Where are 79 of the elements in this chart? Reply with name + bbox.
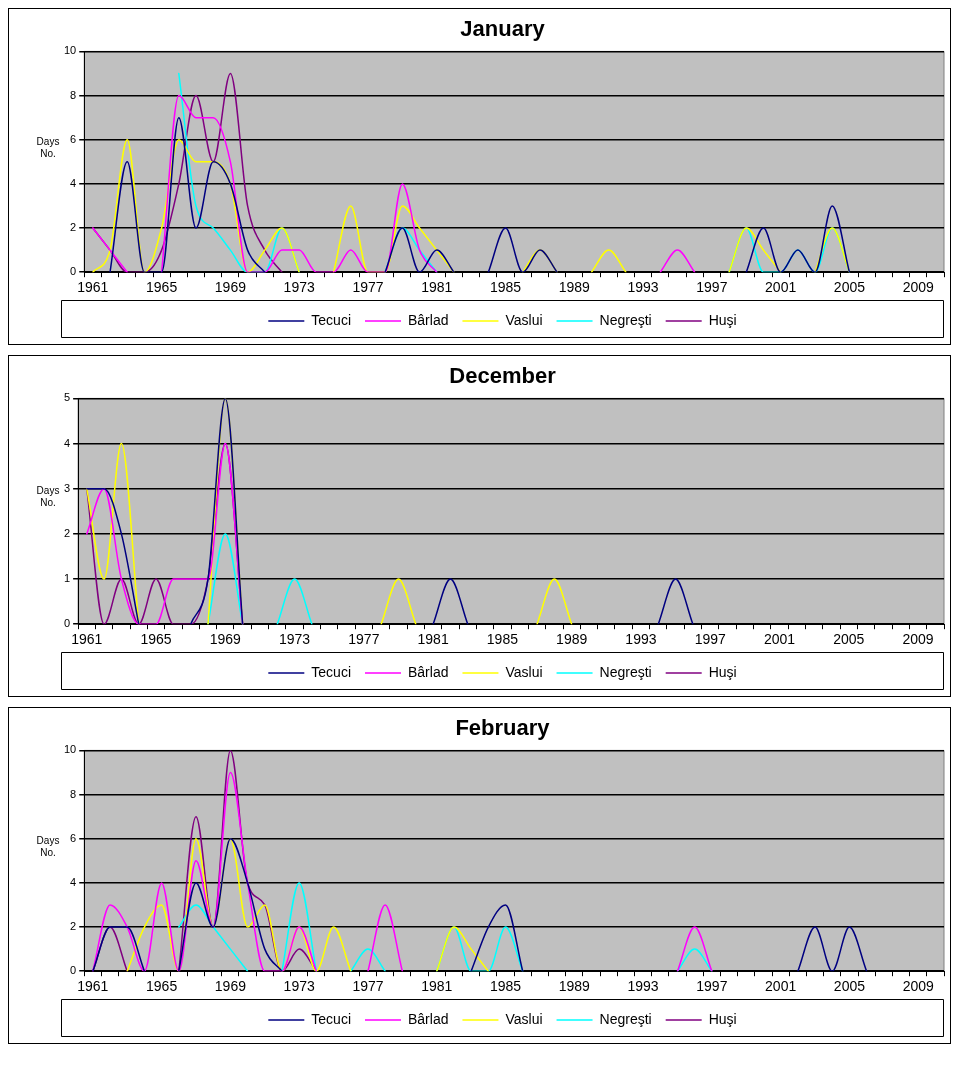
x-tick-label: 2009 [902, 631, 934, 648]
x-tick-label: 1965 [140, 631, 172, 648]
x-tick-label: 2005 [833, 279, 866, 296]
x-tick-label: 1965 [146, 279, 178, 296]
x-tick-label: 1977 [352, 279, 384, 296]
x-tick-label: 1977 [352, 978, 384, 995]
legend-label: Negreşti [599, 663, 652, 680]
x-tick-label: 1969 [214, 279, 247, 296]
legend-label: Bârlad [407, 311, 449, 328]
y-axis-title: Days No. [35, 835, 61, 859]
x-tick-label: 1997 [696, 279, 728, 296]
legend-label: Negreşti [599, 311, 652, 328]
y-tick-label: 10 [63, 743, 77, 756]
x-tick-label: 2001 [765, 279, 797, 296]
x-tick-label: 1997 [696, 978, 728, 995]
x-tick-label: 1973 [279, 631, 311, 648]
y-tick-label: 4 [70, 875, 77, 888]
x-tick-label: 1993 [627, 279, 659, 296]
y-tick-label: 0 [70, 265, 77, 278]
legend-label: Vaslui [505, 1010, 543, 1027]
legend-label: Vaslui [505, 663, 543, 680]
y-tick-label: 2 [70, 920, 77, 933]
legend-label: Huşi [708, 663, 737, 680]
y-tick-label: 2 [70, 221, 77, 234]
x-tick-label: 1961 [71, 631, 103, 648]
x-tick-label: 2009 [902, 978, 934, 995]
chart-title: January [460, 16, 546, 42]
legend-label: Tecuci [311, 663, 351, 680]
x-tick-label: 1961 [77, 279, 109, 296]
x-tick-label: 1989 [556, 631, 588, 648]
legend-label: Huşi [708, 1010, 737, 1027]
legend-label: Vaslui [505, 311, 543, 328]
x-tick-label: 1977 [348, 631, 380, 648]
x-tick-label: 1985 [489, 279, 522, 296]
y-tick-label: 2 [63, 526, 71, 539]
y-tick-label: 6 [70, 831, 77, 844]
x-tick-label: 1985 [489, 978, 522, 995]
y-axis-title: Days No. [35, 485, 61, 509]
x-tick-label: 1973 [283, 279, 315, 296]
legend-label: Negreşti [599, 1010, 652, 1027]
line-series [86, 442, 244, 625]
chart-title: December [449, 363, 557, 389]
x-tick-label: 1969 [214, 978, 247, 995]
x-tick-label: 1961 [77, 978, 109, 995]
x-tick-label: 1965 [146, 978, 178, 995]
y-tick-label: 3 [63, 481, 71, 494]
x-tick-label: 2001 [763, 631, 796, 648]
legend-label: Bârlad [407, 1010, 449, 1027]
y-tick-label: 4 [70, 176, 77, 189]
legend-label: Tecuci [311, 311, 351, 328]
x-tick-label: 2009 [902, 279, 934, 296]
x-tick-label: 2005 [833, 631, 865, 648]
x-tick-label: 1981 [421, 279, 453, 296]
chart-title: February [455, 715, 551, 741]
y-tick-label: 8 [70, 88, 77, 101]
x-tick-label: 2001 [765, 978, 797, 995]
x-tick-label: 1993 [625, 631, 657, 648]
x-tick-label: 1985 [486, 631, 519, 648]
y-tick-label: 4 [63, 436, 71, 449]
y-tick-label: 0 [63, 617, 71, 630]
x-tick-label: 1981 [421, 978, 453, 995]
y-axis-title: Days No. [35, 136, 61, 160]
legend-label: Huşi [708, 311, 737, 328]
x-tick-label: 1973 [283, 978, 315, 995]
x-tick-label: 2005 [833, 978, 866, 995]
legend-label: Bârlad [407, 663, 449, 680]
y-tick-label: 10 [63, 44, 77, 57]
y-tick-label: 0 [70, 964, 77, 977]
x-tick-label: 1989 [558, 279, 591, 296]
y-tick-label: 1 [63, 572, 71, 585]
y-tick-label: 6 [70, 132, 77, 145]
x-tick-label: 1981 [417, 631, 449, 648]
x-tick-label: 1969 [209, 631, 242, 648]
x-tick-label: 1997 [694, 631, 726, 648]
x-tick-label: 1993 [627, 978, 659, 995]
x-tick-label: 1989 [558, 978, 591, 995]
legend-label: Tecuci [311, 1010, 351, 1027]
y-tick-label: 8 [70, 787, 77, 800]
y-tick-label: 5 [63, 391, 71, 404]
